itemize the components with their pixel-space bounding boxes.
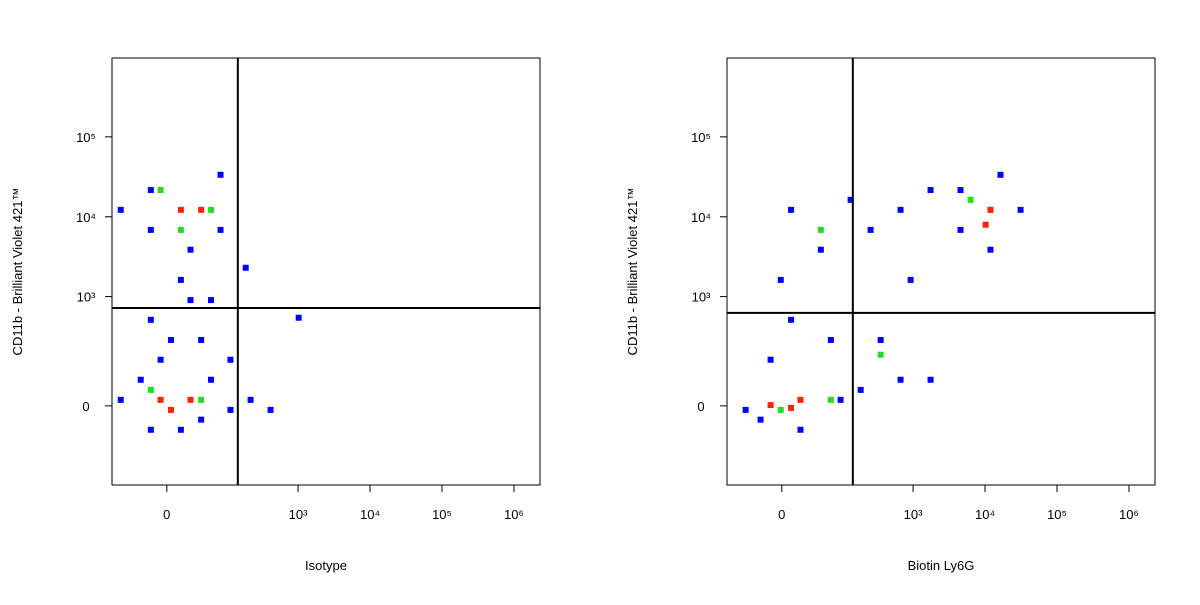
event-point <box>267 406 274 413</box>
y-tick-label: 0 <box>697 399 704 414</box>
event-point <box>788 316 795 323</box>
event-point <box>147 226 154 233</box>
event-point <box>767 356 774 363</box>
event-point <box>867 226 874 233</box>
x-tick-label: 10⁴ <box>360 507 380 522</box>
event-point <box>198 336 205 343</box>
event-point <box>897 206 904 213</box>
event-point <box>157 187 164 194</box>
y-tick-label: 0 <box>82 399 89 414</box>
event-point <box>857 386 864 393</box>
x-tick-label: 10⁶ <box>504 507 524 522</box>
event-point <box>927 376 934 383</box>
x-tick-label: 10⁵ <box>432 507 452 522</box>
event-point <box>982 221 989 228</box>
event-point <box>207 206 214 213</box>
event-point <box>117 396 124 403</box>
event-point <box>1017 206 1024 213</box>
event-point <box>177 206 184 213</box>
event-point <box>137 376 144 383</box>
x-tick-label: 10³ <box>904 507 923 522</box>
event-point <box>157 356 164 363</box>
event-point <box>295 314 302 321</box>
event-point <box>198 416 205 423</box>
event-point <box>187 246 194 253</box>
event-point <box>147 426 154 433</box>
event-point <box>987 206 994 213</box>
event-point <box>927 187 934 194</box>
event-point <box>198 396 205 403</box>
x-tick-label: 10⁵ <box>1047 507 1067 522</box>
event-point <box>217 171 224 178</box>
x-tick-label: 0 <box>163 507 170 522</box>
y-tick-label: 10³ <box>77 290 96 305</box>
y-axis-label: CD11b - Brilliant Violet 421™ <box>10 188 25 356</box>
event-point <box>837 396 844 403</box>
event-point <box>198 206 205 213</box>
event-point <box>877 351 884 358</box>
x-tick-label: 10⁶ <box>1119 507 1139 522</box>
event-point <box>147 187 154 194</box>
event-point <box>907 276 914 283</box>
event-point <box>957 187 964 194</box>
event-point <box>788 206 795 213</box>
event-point <box>827 396 834 403</box>
event-point <box>217 226 224 233</box>
event-point <box>797 396 804 403</box>
event-point <box>847 196 854 203</box>
plot: 0 10³ 10⁴ 10⁵ 10⁶ 0 10³ 10⁴ 10⁵ Isotype CD11b - Br… <box>10 57 541 573</box>
event-point <box>967 196 974 203</box>
event-point <box>147 386 154 393</box>
y-axis-label: CD11b - Brilliant Violet 421™ <box>625 188 640 356</box>
x-axis-label: Biotin Ly6G <box>908 558 975 573</box>
event-point <box>207 376 214 383</box>
y-tick-label: 10⁴ <box>691 210 711 225</box>
event-point <box>957 226 964 233</box>
event-point <box>177 426 184 433</box>
event-point <box>997 171 1004 178</box>
event-point <box>157 396 164 403</box>
event-point <box>797 426 804 433</box>
event-point <box>987 246 994 253</box>
event-point <box>777 406 784 413</box>
plot-frame <box>111 57 541 486</box>
event-point <box>877 336 884 343</box>
event-point <box>777 276 784 283</box>
event-point <box>817 246 824 253</box>
plot-frame <box>726 57 1156 486</box>
event-point <box>742 406 749 413</box>
event-point <box>227 406 234 413</box>
x-tick-label: 0 <box>778 507 785 522</box>
event-point <box>147 316 154 323</box>
y-tick-label: 10⁵ <box>691 130 711 145</box>
event-point <box>207 297 214 304</box>
event-point <box>817 226 824 233</box>
event-point <box>247 396 254 403</box>
event-point <box>767 402 774 409</box>
x-axis-label: Isotype <box>305 558 347 573</box>
plot: 0 10³ 10⁴ 10⁵ 10⁶ 0 10³ 10⁴ 10⁵ Biotin Ly6G CD11b … <box>625 57 1156 573</box>
event-point <box>827 336 834 343</box>
event-point <box>117 206 124 213</box>
event-point <box>187 297 194 304</box>
event-point <box>242 264 249 271</box>
x-tick-label: 10³ <box>289 507 308 522</box>
x-tick-label: 10⁴ <box>975 507 995 522</box>
event-point <box>788 404 795 411</box>
event-point <box>227 356 234 363</box>
event-point <box>897 376 904 383</box>
y-tick-label: 10⁴ <box>76 210 96 225</box>
event-point <box>167 336 174 343</box>
event-point <box>187 396 194 403</box>
event-point <box>757 416 764 423</box>
event-point <box>177 276 184 283</box>
event-point <box>167 406 174 413</box>
y-tick-label: 10⁵ <box>76 130 96 145</box>
event-point <box>177 226 184 233</box>
y-tick-label: 10³ <box>692 290 711 305</box>
